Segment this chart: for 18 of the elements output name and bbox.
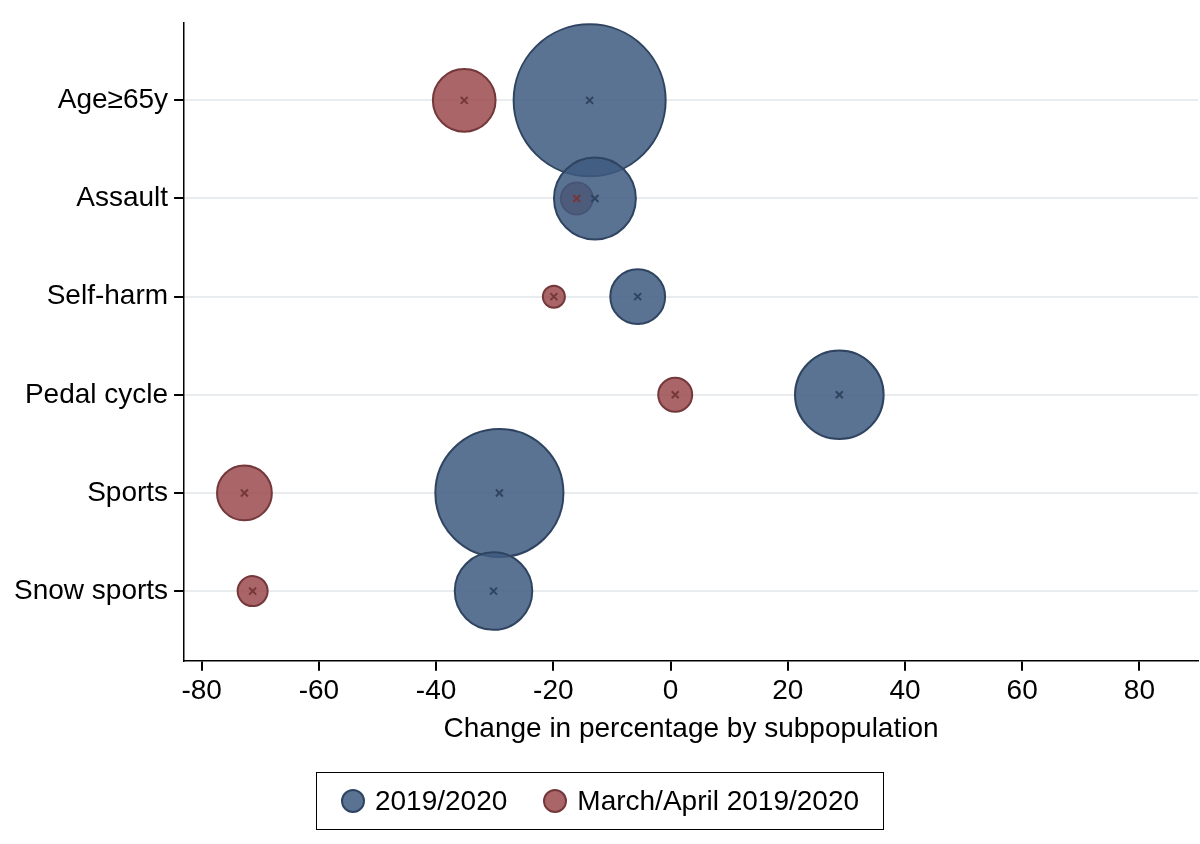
y-tick-label: Sports (87, 475, 169, 507)
x-tick-label: -60 (298, 674, 340, 706)
legend-label: March/April 2019/2020 (577, 785, 860, 817)
x-tick-label: 0 (662, 674, 679, 706)
x-tick-label: 60 (1006, 674, 1038, 706)
y-tick-label: Age≥65y (57, 83, 169, 115)
y-tick-label: Assault (76, 181, 169, 213)
y-tick-label: Snow sports (13, 573, 169, 605)
x-tick-label: -40 (415, 674, 457, 706)
y-tick-label: Pedal cycle (24, 377, 169, 409)
x-tick-label: 20 (772, 674, 804, 706)
x-tick-label: -20 (533, 674, 574, 706)
x-tick-label: 80 (1123, 674, 1155, 706)
y-tick-label: Self-harm (46, 279, 169, 311)
x-tick-label: 40 (889, 674, 921, 706)
x-axis-title: Change in percentage by subpopulation (443, 711, 939, 743)
legend-label: 2019/2020 (374, 785, 508, 817)
x-tick-label: -80 (181, 674, 222, 706)
